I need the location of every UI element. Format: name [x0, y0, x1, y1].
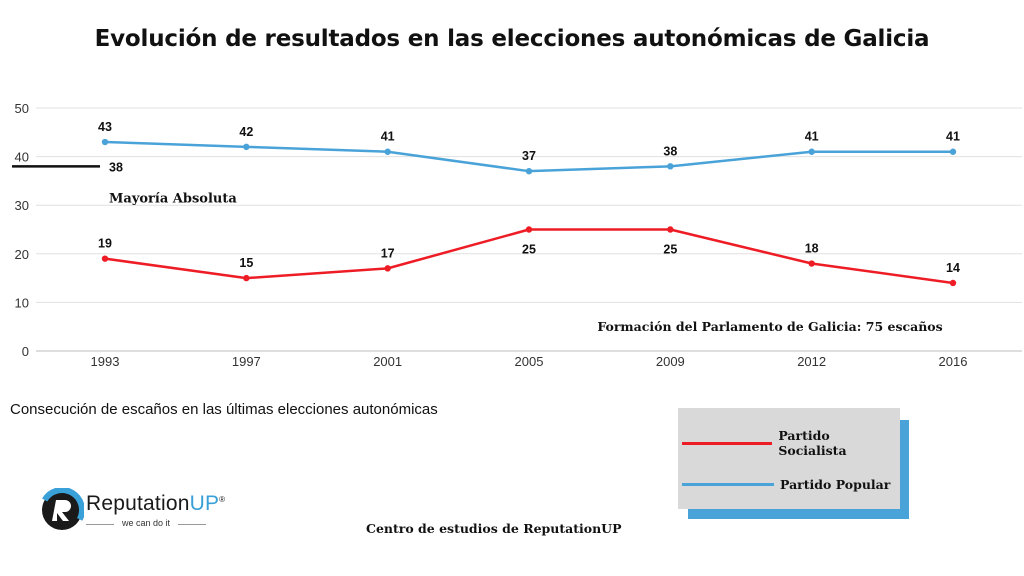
y-tick-20: 20	[15, 247, 29, 262]
data-label-socialista-2016: 14	[946, 261, 960, 275]
point-popular-1993	[101, 138, 109, 146]
source-credit: Centro de estudios de ReputationUP	[366, 521, 622, 536]
x-tick-1993: 1993	[91, 354, 120, 369]
data-label-socialista-1993: 19	[98, 237, 112, 251]
logo-mark-icon	[40, 488, 84, 532]
x-tick-2001: 2001	[373, 354, 402, 369]
logo-wordmark: ReputationUP®	[86, 492, 226, 515]
line-chart: 0 10 20 30 40 50 1993 1997 2001 2005 2009 2012 2016…	[12, 101, 1022, 369]
x-tick-2005: 2005	[515, 354, 544, 369]
point-socialista-2001	[384, 265, 391, 272]
legend-swatch-popular	[682, 482, 774, 486]
data-label-popular-2009: 38	[663, 144, 677, 158]
data-label-popular-2001: 41	[381, 130, 395, 144]
point-popular-1997	[243, 143, 250, 151]
data-label-popular-1993: 43	[98, 120, 112, 134]
data-label-socialista-2001: 17	[381, 246, 395, 260]
legend: Partido Socialista Partido Popular	[678, 408, 900, 509]
reputationup-logo: ReputationUP® we can do it	[38, 488, 225, 536]
legend-item-popular: Partido Popular	[678, 474, 890, 494]
data-label-socialista-2012: 18	[805, 242, 819, 256]
point-popular-2005	[525, 167, 533, 175]
data-label-socialista-2005: 25	[522, 243, 536, 257]
majority-label: Mayoría Absoluta	[109, 191, 237, 206]
logo-tagline: we can do it	[121, 518, 171, 528]
chart-annotation: Formación del Parlamento de Galicia: 75 …	[597, 319, 942, 334]
data-label-popular-2012: 41	[805, 130, 819, 144]
point-socialista-2012	[808, 260, 815, 267]
data-label-socialista-2009: 25	[663, 243, 677, 257]
point-socialista-1997	[243, 274, 250, 282]
logo-divider-left	[86, 524, 114, 525]
data-label-popular-1997: 42	[239, 125, 253, 139]
legend-item-socialista: Partido Socialista	[678, 428, 900, 458]
data-label-popular-2005: 37	[522, 149, 536, 163]
point-socialista-2005	[525, 226, 533, 233]
majority-value-label: 38	[109, 160, 123, 174]
legend-label-popular: Partido Popular	[780, 476, 891, 492]
y-tick-30: 30	[15, 198, 29, 213]
x-tick-1997: 1997	[232, 354, 261, 369]
point-popular-2016	[949, 148, 957, 155]
chart-title: Evolución de resultados en las eleccione…	[94, 26, 930, 52]
point-socialista-2016	[949, 279, 957, 287]
y-tick-40: 40	[15, 150, 29, 165]
x-tick-2012: 2012	[797, 354, 826, 369]
point-popular-2009	[667, 163, 674, 170]
data-label-socialista-1997: 15	[239, 256, 253, 270]
point-popular-2012	[808, 148, 815, 155]
point-socialista-1993	[101, 255, 109, 262]
y-tick-10: 10	[15, 295, 29, 310]
legend-swatch-socialista	[682, 441, 773, 445]
y-tick-0: 0	[22, 344, 29, 359]
point-popular-2001	[384, 148, 391, 155]
logo-divider-right	[178, 524, 206, 525]
x-tick-2009: 2009	[656, 354, 685, 369]
data-label-popular-2016: 41	[946, 130, 960, 144]
point-socialista-2009	[667, 226, 674, 233]
x-tick-2016: 2016	[939, 354, 968, 369]
legend-label-socialista: Partido Socialista	[778, 428, 847, 458]
chart-subtitle: Consecución de escaños en las últimas el…	[10, 401, 438, 418]
y-tick-50: 50	[15, 101, 29, 116]
